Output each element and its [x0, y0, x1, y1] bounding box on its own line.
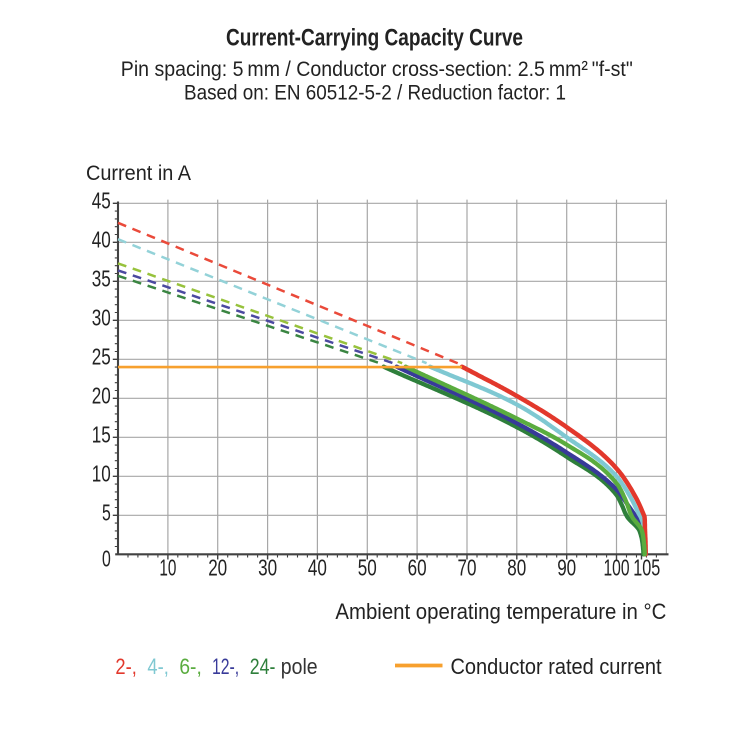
- svg-text:pole: pole: [281, 654, 318, 679]
- svg-text:40: 40: [92, 226, 111, 252]
- svg-text:90: 90: [557, 555, 576, 581]
- svg-text:30: 30: [258, 555, 277, 581]
- svg-text:Ambient operating temperature: Ambient operating temperature in °C: [335, 599, 666, 624]
- svg-text:Current in A: Current in A: [86, 161, 192, 185]
- svg-text:Conductor rated current: Conductor rated current: [451, 654, 663, 679]
- svg-text:Current-Carrying Capacity Curv: Current-Carrying Capacity Curve: [226, 25, 523, 52]
- svg-text:24-: 24-: [250, 654, 276, 679]
- svg-text:30: 30: [92, 304, 111, 330]
- svg-text:12-,: 12-,: [212, 654, 239, 679]
- svg-text:50: 50: [358, 555, 377, 581]
- svg-text:2-,: 2-,: [115, 654, 136, 679]
- svg-text:6-,: 6-,: [179, 654, 201, 679]
- svg-text:Pin spacing: 5 mm / Conductor: Pin spacing: 5 mm / Conductor cross-sect…: [121, 57, 633, 81]
- svg-text:60: 60: [408, 555, 427, 581]
- svg-text:15: 15: [92, 421, 111, 447]
- svg-text:20: 20: [92, 382, 111, 408]
- svg-text:5: 5: [102, 499, 111, 525]
- svg-text:100: 100: [604, 555, 630, 581]
- svg-text:10: 10: [92, 460, 111, 486]
- svg-text:35: 35: [92, 265, 111, 291]
- svg-text:Based on: EN 60512-5-2 / Reduc: Based on: EN 60512-5-2 / Reduction facto…: [184, 81, 566, 105]
- svg-text:105: 105: [633, 555, 660, 581]
- svg-text:25: 25: [92, 343, 111, 369]
- svg-text:10: 10: [159, 555, 176, 581]
- svg-text:45: 45: [92, 187, 111, 213]
- svg-text:40: 40: [308, 555, 327, 581]
- svg-text:0: 0: [102, 546, 111, 572]
- svg-text:70: 70: [458, 555, 477, 581]
- svg-text:80: 80: [507, 555, 526, 581]
- svg-text:20: 20: [208, 555, 227, 581]
- svg-text:4-,: 4-,: [147, 654, 168, 679]
